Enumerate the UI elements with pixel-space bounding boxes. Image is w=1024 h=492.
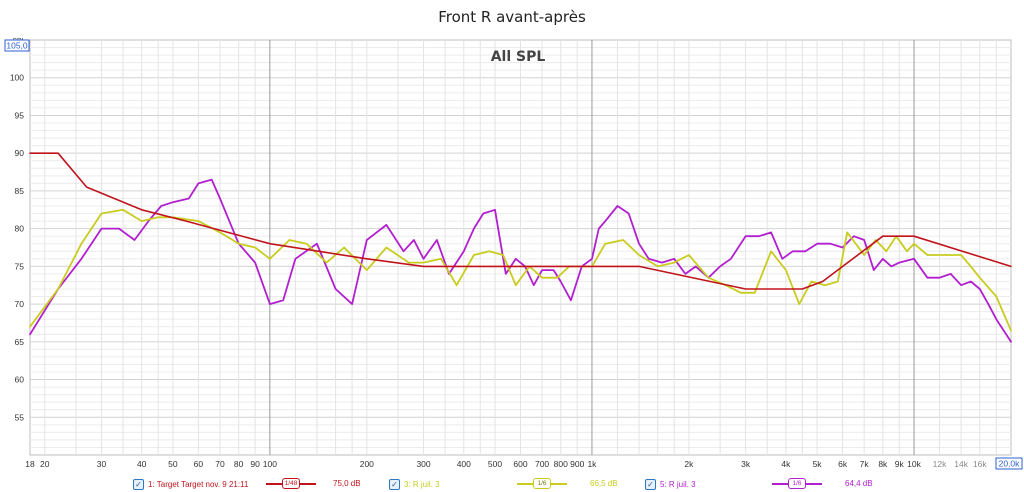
x-tick-label: 4k [781,459,791,469]
x-tick-label: 900 [570,459,584,469]
chart-title: Front R avant-après [438,8,586,26]
spl-chart: Front R avant-après 55 60 65 70 75 80 85 90 95 10… [4,8,1023,470]
x-tick-label: 50 [168,459,178,469]
x-tick-label: 800 [554,459,568,469]
x-tick-label: 400 [457,459,471,469]
checkbox-icon[interactable]: ✓ [645,478,656,490]
x-tick-label: 6k [838,459,848,469]
x-tick-label: 30 [97,459,107,469]
x-tick-label: 5k [813,459,823,469]
series-line-swatch [551,482,567,485]
chart-subtitle: All SPL [491,49,546,65]
legend-item-r-juil-3-a[interactable]: ✓ 3: R juil. 3 [389,476,440,492]
x-tick-label: 700 [535,459,549,469]
level-r-juil-3-b: 64,4 dB [845,479,873,488]
x-tick-label: 300 [416,459,430,469]
x-tick-label: 14k [954,459,968,469]
smoothing-badge[interactable]: 1/48 [282,478,300,489]
y-tick-label: 60 [15,375,25,385]
series-line-swatch [772,482,788,485]
checkbox-icon[interactable]: ✓ [389,478,400,490]
smoothing-control-target[interactable]: 1/48 [266,478,316,489]
x-right-value-box[interactable] [995,457,1023,470]
x-tick-label: 60 [194,459,204,469]
series-line-swatch [517,482,533,485]
y-top-value-box[interactable] [4,39,30,52]
legend-label: 5: R juil. 3 [660,479,696,489]
x-tick-label: 10k [907,459,921,469]
series-line-3 [29,178,1012,343]
smoothing-control-r-juil-3-b[interactable]: 1/6 [772,478,822,489]
checkbox-icon[interactable]: ✓ [133,478,144,490]
x-tick-label: 70 [215,459,225,469]
y-axis-ticks: 55 60 65 70 75 80 85 90 95 100 [10,73,24,423]
series-lines [29,152,1012,343]
x-tick-label: 7k [860,459,870,469]
legend-item-r-juil-3-b[interactable]: ✓ 5: R juil. 3 [645,476,696,492]
y-tick-label: 90 [15,148,25,158]
x-tick-label: 200 [360,459,374,469]
y-tick-label: 80 [15,224,25,234]
series-line-swatch [266,482,282,485]
x-tick-label: 80 [234,459,244,469]
grid [29,39,1012,456]
x-tick-label: 20 [40,459,50,469]
x-tick-label: 18 [25,459,35,469]
y-tick-label: 55 [15,412,25,422]
x-tick-label: 12k [933,459,947,469]
x-axis-ticks: 18 20 30 40 50 60 70 80 90 100 200 300 400 500 600 700 8… [25,459,987,469]
y-tick-label: 65 [15,337,25,347]
smoothing-badge[interactable]: 1/6 [533,478,551,489]
y-tick-label: 100 [10,73,24,83]
x-tick-label: 600 [513,459,527,469]
x-tick-label: 16k [973,459,987,469]
series-line-swatch [806,482,822,485]
x-tick-label: 9k [895,459,905,469]
smoothing-badge[interactable]: 1/6 [788,478,806,489]
x-tick-label: 40 [137,459,147,469]
y-tick-label: 70 [15,299,25,309]
x-right-value[interactable]: 20,0k [999,459,1021,469]
series-line-1 [29,152,1012,290]
smoothing-control-r-juil-3-a[interactable]: 1/6 [517,478,567,489]
legend-label: 1: Target Target nov. 9 21:11 [148,479,249,489]
series-line-swatch [300,482,316,485]
y-top-value[interactable]: 105,0 [6,41,28,51]
x-tick-label: 2k [684,459,694,469]
level-target: 75,0 dB [333,479,361,488]
y-tick-label: 85 [15,186,25,196]
x-tick-label: 90 [250,459,260,469]
level-r-juil-3-a: 66,5 dB [590,479,618,488]
x-tick-label: 500 [488,459,502,469]
x-tick-label: 100 [263,459,277,469]
legend-item-target[interactable]: ✓ 1: Target Target nov. 9 21:11 [133,476,248,492]
x-tick-label: 8k [878,459,888,469]
legend-label: 3: R juil. 3 [404,479,440,489]
y-tick-label: 75 [15,261,25,271]
x-tick-label: 3k [741,459,751,469]
legend: ✓ 1: Target Target nov. 9 21:11 1/48 75,… [0,476,1024,492]
y-tick-label: 95 [15,110,25,120]
x-tick-label: 1k [587,459,597,469]
